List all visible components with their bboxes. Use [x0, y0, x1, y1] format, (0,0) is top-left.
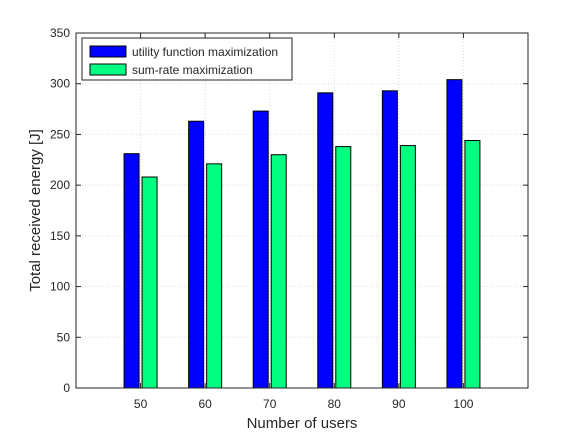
- legend: utility function maximization sum-rate m…: [81, 37, 293, 81]
- bars: [123, 79, 481, 389]
- y-tick-label: 250: [50, 127, 70, 141]
- legend-swatch-utility: [89, 45, 127, 58]
- y-tick-label: 100: [50, 280, 70, 294]
- x-tick-label: 80: [328, 397, 342, 411]
- legend-swatch-sum-rate: [89, 63, 127, 76]
- bar-utility-100: [446, 79, 463, 389]
- x-tick-label: 50: [134, 397, 148, 411]
- legend-label-utility: utility function maximization: [132, 45, 278, 59]
- bar-utility-70: [252, 110, 269, 389]
- x-tick-label: 60: [198, 397, 212, 411]
- x-tick-label: 100: [453, 397, 473, 411]
- bar-sum-rate-90: [399, 145, 416, 389]
- y-axis-ticks: 0 50 100 150 200 250 300 350: [50, 26, 528, 395]
- y-tick-label: 50: [57, 330, 71, 344]
- x-tick-label: 90: [392, 397, 406, 411]
- bar-sum-rate-60: [206, 163, 223, 389]
- y-tick-label: 200: [50, 178, 70, 192]
- bar-sum-rate-100: [464, 140, 481, 389]
- x-axis-ticks: 50 60 70 80 90 100: [134, 33, 474, 411]
- y-tick-label: 350: [50, 26, 70, 40]
- bar-utility-50: [123, 153, 140, 389]
- plot-frame: [75, 32, 529, 389]
- bar-utility-80: [317, 92, 334, 389]
- bar-utility-60: [188, 120, 205, 389]
- y-tick-label: 0: [63, 381, 70, 395]
- bar-sum-rate-50: [141, 176, 158, 389]
- bar-sum-rate-70: [270, 154, 287, 389]
- x-axis-label: Number of users: [247, 415, 358, 432]
- legend-label-sum-rate: sum-rate maximization: [132, 63, 253, 77]
- y-axis-label: Total received energy [J]: [27, 129, 44, 292]
- y-tick-label: 150: [50, 229, 70, 243]
- y-tick-label: 300: [50, 77, 70, 91]
- bar-utility-90: [381, 90, 398, 389]
- bar-sum-rate-80: [335, 146, 352, 389]
- x-tick-label: 70: [263, 397, 277, 411]
